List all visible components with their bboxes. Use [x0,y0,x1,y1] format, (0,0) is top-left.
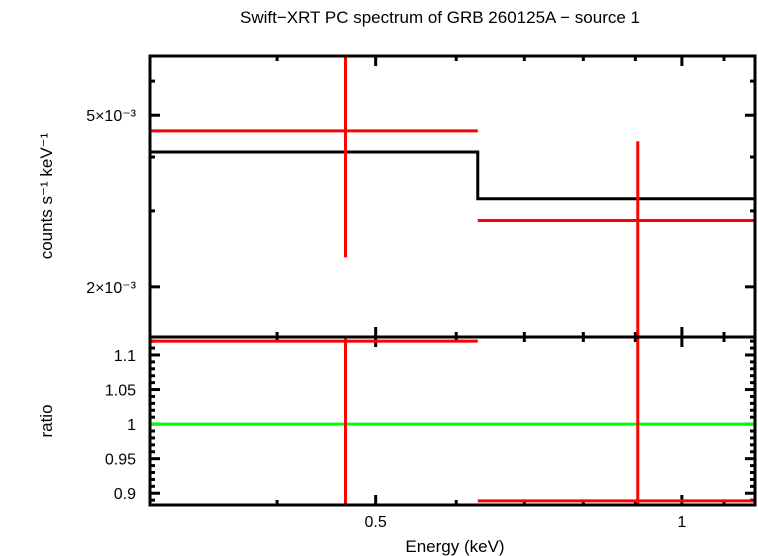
y-tick-label: 1.1 [114,348,136,365]
x-axis-label: Energy (keV) [405,537,504,556]
y-tick-label: 2×10⁻³ [86,280,136,297]
spectrum-data-series [150,56,755,337]
ratio-panel-frame [148,335,757,507]
ratio-y-axis-label: ratio [37,404,56,437]
top-panel-ticks [150,56,755,337]
x-tick-labels: 0.5 1 [365,514,687,531]
model-step-line [150,150,755,201]
spectrum-y-tick-labels: 5×10⁻³ 2×10⁻³ [86,108,136,297]
y-tick-label: 0.9 [114,486,136,503]
y-tick-label: 1 [127,417,136,434]
y-tick-label: 1.05 [105,383,136,400]
x-tick-label: 0.5 [365,514,387,531]
spectrum-panel-frame [148,54,757,339]
y-tick-label: 0.95 [105,452,136,469]
ratio-y-tick-labels: 1.1 1.05 1 0.95 0.9 [105,348,136,503]
ratio-panel-ticks [150,337,755,505]
ratio-data-series [150,337,755,505]
y-tick-label: 5×10⁻³ [86,108,136,125]
x-tick-label: 1 [677,514,686,531]
chart-title: Swift−XRT PC spectrum of GRB 260125A − s… [240,8,640,27]
spectrum-y-axis-label: counts s⁻¹ keV⁻¹ [37,132,56,259]
